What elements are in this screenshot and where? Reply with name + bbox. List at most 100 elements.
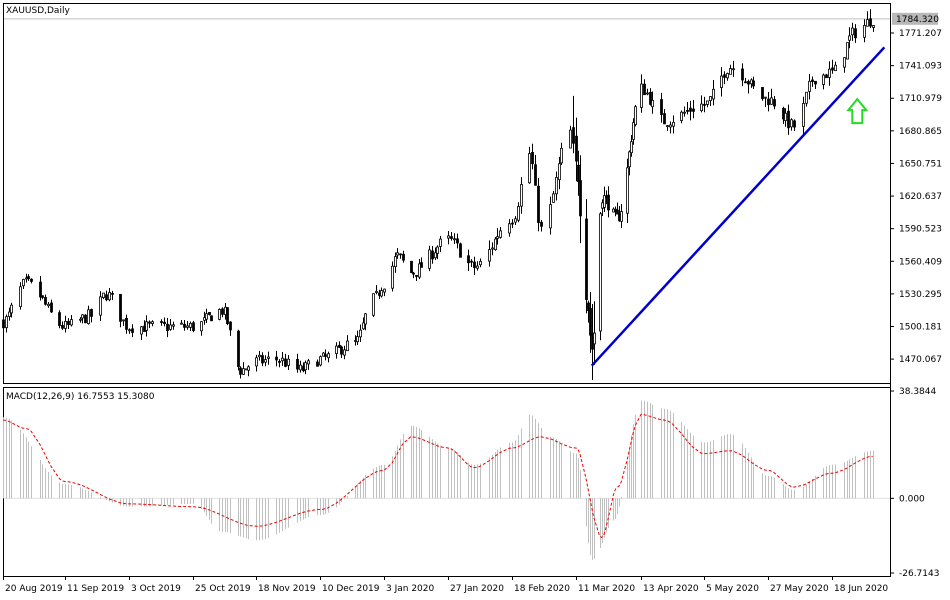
candle-body bbox=[773, 99, 776, 107]
candle-body bbox=[447, 235, 450, 239]
candle-body bbox=[540, 221, 543, 227]
candle-body bbox=[151, 321, 154, 324]
macd-title: MACD(12,26,9) 16.7553 15.3080 bbox=[6, 392, 155, 402]
candle-body bbox=[537, 185, 540, 223]
candle-body bbox=[183, 323, 186, 328]
candle-body bbox=[394, 256, 397, 268]
x-tick-label: 11 Mar 2020 bbox=[578, 584, 635, 594]
candle-body bbox=[517, 206, 520, 221]
x-axis: 20 Aug 2019 11 Sep 2019 3 Oct 2019 25 Oct 2… bbox=[3, 576, 888, 594]
macd-signal-group bbox=[2, 413, 873, 539]
candle-body bbox=[666, 125, 669, 128]
candle-body bbox=[585, 218, 588, 300]
candle-body bbox=[579, 180, 582, 217]
candle-body bbox=[81, 314, 84, 319]
candle-body bbox=[258, 354, 261, 358]
candle-body bbox=[467, 255, 470, 264]
candle-body bbox=[741, 68, 744, 81]
candle-body bbox=[628, 151, 631, 168]
candle-body bbox=[180, 322, 183, 325]
candle-body bbox=[200, 321, 203, 332]
candle-body bbox=[663, 113, 666, 125]
candle-body bbox=[402, 253, 405, 261]
candle-body bbox=[122, 319, 125, 322]
trend-line bbox=[590, 46, 886, 367]
candle-body bbox=[450, 236, 453, 239]
candle-body bbox=[420, 262, 423, 268]
candle-body bbox=[811, 79, 814, 83]
candle-body bbox=[470, 260, 473, 263]
candle-body bbox=[511, 222, 514, 225]
candle-body bbox=[822, 74, 825, 85]
x-tick-label: 18 Nov 2019 bbox=[258, 584, 316, 594]
candle-body bbox=[723, 74, 726, 78]
candle-body bbox=[327, 353, 330, 359]
candle-body bbox=[607, 194, 610, 211]
candle-body bbox=[186, 325, 189, 328]
candle-body bbox=[22, 279, 25, 287]
candle-body bbox=[790, 119, 793, 128]
candle-body bbox=[436, 246, 439, 254]
candle-body bbox=[491, 247, 494, 250]
candle-body bbox=[50, 302, 53, 313]
x-tick-label: 25 Oct 2019 bbox=[195, 584, 251, 594]
price-tick-label: 1620.637 bbox=[899, 192, 942, 202]
candle-body bbox=[672, 121, 675, 127]
candle-body bbox=[221, 308, 224, 315]
x-tick-label: 18 Jun 2020 bbox=[834, 584, 888, 594]
candle-body bbox=[319, 356, 322, 366]
candles-group bbox=[2, 9, 875, 380]
candle-body bbox=[346, 340, 349, 352]
candle-body bbox=[488, 249, 491, 262]
candle-body bbox=[307, 360, 310, 365]
candle-body bbox=[90, 309, 93, 317]
x-tick-label: 13 Apr 2020 bbox=[643, 584, 699, 594]
candle-body bbox=[709, 96, 712, 102]
candle-body bbox=[47, 303, 50, 307]
candle-body bbox=[626, 167, 629, 214]
candle-body bbox=[439, 238, 442, 247]
candle-body bbox=[105, 294, 108, 301]
candle-body bbox=[587, 302, 590, 312]
candle-body bbox=[362, 322, 365, 330]
candle-body bbox=[632, 122, 635, 140]
candle-body bbox=[160, 321, 163, 323]
candle-body bbox=[660, 99, 663, 115]
macd-panel bbox=[3, 387, 891, 577]
candle-body bbox=[572, 127, 575, 144]
candle-body bbox=[494, 238, 497, 251]
candle-body bbox=[825, 74, 828, 79]
x-tick-label: 11 Sep 2019 bbox=[67, 584, 124, 594]
candle-body bbox=[828, 68, 831, 78]
candle-body bbox=[767, 98, 770, 106]
price-tick-label: 1710.979 bbox=[899, 94, 942, 104]
candle-body bbox=[70, 319, 73, 326]
candle-body bbox=[534, 164, 537, 186]
candle-body bbox=[744, 81, 747, 84]
candle-body bbox=[19, 286, 22, 308]
candle-body bbox=[720, 75, 723, 88]
price-tick-label: 1530.295 bbox=[899, 290, 942, 300]
price-tick-label: 1560.409 bbox=[899, 257, 942, 267]
candle-body bbox=[281, 357, 284, 362]
candle-body bbox=[640, 83, 643, 108]
x-tick-label: 18 Feb 2020 bbox=[514, 584, 570, 594]
candle-body bbox=[589, 308, 592, 336]
candle-body bbox=[166, 323, 169, 332]
price-tick-label: 1741.093 bbox=[899, 62, 942, 72]
candle-body bbox=[843, 57, 846, 68]
candle-body bbox=[456, 238, 459, 244]
candle-body bbox=[79, 318, 82, 321]
candle-body bbox=[514, 218, 517, 223]
candle-body bbox=[163, 321, 166, 325]
candle-body bbox=[415, 275, 418, 277]
candle-body bbox=[620, 211, 623, 222]
candle-body bbox=[131, 328, 134, 333]
candle-body bbox=[680, 111, 683, 121]
candle-body bbox=[703, 103, 706, 106]
price-tick-label: 1650.751 bbox=[899, 159, 942, 169]
candle-body bbox=[343, 349, 346, 356]
candle-body bbox=[30, 278, 33, 282]
candle-body bbox=[646, 92, 649, 95]
candle-body bbox=[872, 25, 875, 28]
